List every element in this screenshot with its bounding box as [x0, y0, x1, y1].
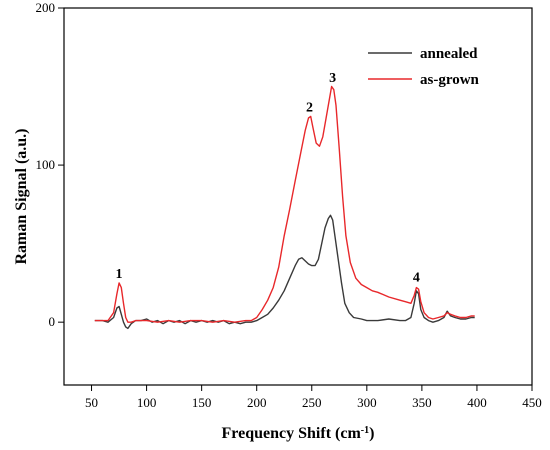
- peak-label-3: 3: [329, 71, 336, 86]
- peak-annotations: 1 2 3 4: [116, 71, 420, 285]
- plot-area: [94, 85, 475, 330]
- y-axis-title: Raman Signal (a.u.): [13, 128, 30, 264]
- x-axis: 50 100 150 200 250 300 350 400 450: [85, 385, 542, 410]
- x-axis-title-main: Frequency Shift (cm: [222, 425, 362, 442]
- x-tick-label: 100: [137, 395, 157, 410]
- plot-frame: [63, 7, 533, 386]
- x-tick-label: 250: [302, 395, 322, 410]
- y-axis: 0 100 200: [36, 0, 64, 329]
- x-tick-label: 350: [412, 395, 432, 410]
- x-tick-label: 150: [192, 395, 212, 410]
- x-tick-label: 50: [85, 395, 98, 410]
- x-axis-title-end: ): [369, 425, 374, 442]
- y-tick-label: 0: [49, 314, 56, 329]
- x-tick-label: 450: [522, 395, 542, 410]
- series-line-as-grown: [94, 85, 475, 323]
- x-axis-title: Frequency Shift (cm-1): [222, 425, 375, 443]
- x-tick-label: 400: [467, 395, 487, 410]
- x-axis-title-sup: -1: [361, 425, 369, 436]
- x-tick-label: 200: [247, 395, 267, 410]
- x-tick-label: 300: [357, 395, 377, 410]
- legend-label-annealed: annealed: [420, 46, 478, 62]
- peak-label-1: 1: [116, 267, 123, 282]
- peak-label-2: 2: [306, 101, 313, 116]
- legend: annealed as-grown: [368, 46, 480, 88]
- y-tick-label: 200: [36, 0, 56, 15]
- legend-label-as-grown: as-grown: [420, 72, 480, 88]
- y-tick-label: 100: [36, 157, 56, 172]
- peak-label-4: 4: [413, 270, 420, 285]
